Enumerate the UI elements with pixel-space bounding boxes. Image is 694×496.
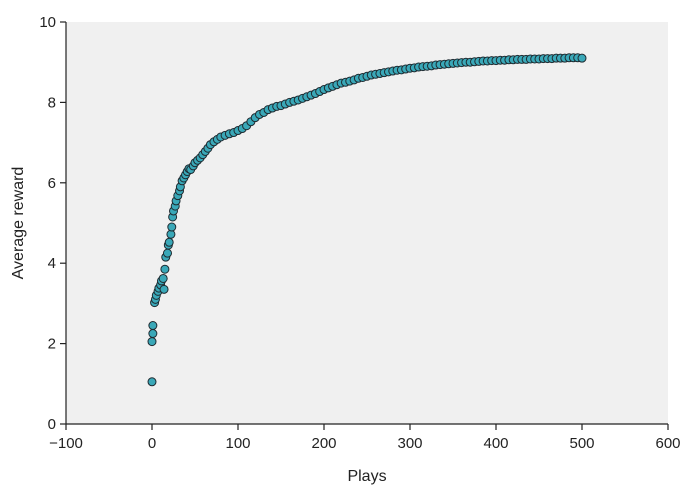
data-point xyxy=(162,248,172,258)
y-tick-label: 6 xyxy=(48,175,56,192)
y-tick-label: 10 xyxy=(39,14,56,31)
data-point xyxy=(160,264,170,274)
x-tick-label: 0 xyxy=(148,435,156,452)
data-point xyxy=(159,284,169,294)
y-axis-title: Average reward xyxy=(10,167,27,280)
data-point xyxy=(158,273,168,283)
data-point xyxy=(147,337,157,347)
data-points xyxy=(147,53,587,387)
y-tick-label: 0 xyxy=(48,416,56,433)
x-tick-label: 200 xyxy=(311,435,336,452)
plot-area xyxy=(66,22,668,424)
axes: −100 0 100 200 300 400 500 600 0 2 4 6 8 10 xyxy=(39,14,680,452)
y-tick-label: 8 xyxy=(48,94,56,111)
x-tick-label: 100 xyxy=(225,435,250,452)
data-point xyxy=(167,222,177,232)
data-point xyxy=(577,53,587,63)
data-point xyxy=(147,377,157,387)
data-point xyxy=(166,229,176,239)
data-point xyxy=(148,321,158,331)
x-axis-title: Plays xyxy=(347,468,386,485)
x-tick-label: −100 xyxy=(49,435,83,452)
x-tick-label: 400 xyxy=(483,435,508,452)
data-point xyxy=(148,329,158,339)
x-tick-label: 300 xyxy=(397,435,422,452)
data-point xyxy=(164,237,174,247)
x-tick-label: 500 xyxy=(569,435,594,452)
y-tick-label: 2 xyxy=(48,336,56,353)
x-tick-label: 600 xyxy=(655,435,680,452)
y-tick-label: 4 xyxy=(48,255,56,272)
